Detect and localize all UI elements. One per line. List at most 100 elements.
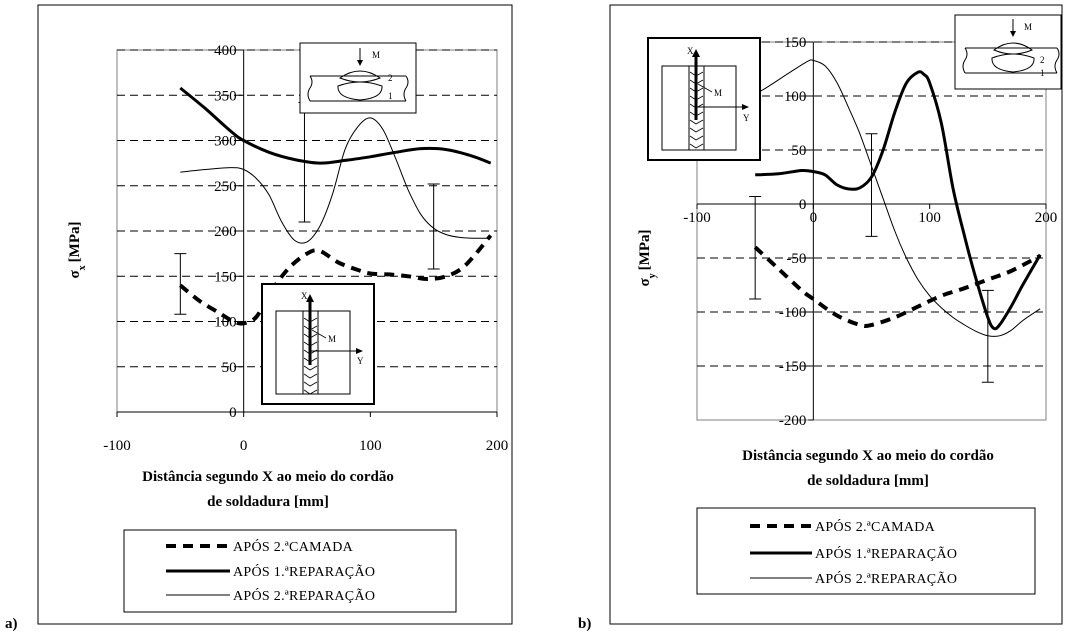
panel-b-y-label-sub: y [647, 273, 658, 278]
panel-a-y-tick-label: 350 [214, 88, 237, 104]
panel-a-error-bar [174, 253, 187, 315]
panel-a-y-tick-label: 150 [214, 269, 237, 285]
panel-a-x-label-line2: de soldadura [mm] [207, 494, 329, 510]
panel-b-inset-layer2-label: 2 [1040, 55, 1045, 65]
panel-b-x-tick-label: 0 [810, 210, 818, 226]
panel-b-legend: APÓS 2.ªCAMADA APÓS 1.ªREPARAÇÃO APÓS 2.… [696, 507, 1036, 595]
panel-a-y-tick-label: 400 [214, 43, 237, 59]
panel-b-series-3 [696, 59, 1041, 337]
panel-b-y-tick-label: -50 [786, 251, 806, 267]
panel-b-y-tick-label: 150 [784, 35, 807, 51]
panel-b-error-bars [749, 133, 994, 383]
panel-b-x-tick-label: -100 [683, 210, 711, 226]
panel-b-y-label-unit: [MPa] [637, 230, 653, 271]
panel-a-inset-bead-2 [338, 70, 382, 83]
panel-b-error-bar [981, 289, 994, 383]
panel-a-inset-bead-1 [337, 81, 383, 101]
panel-b-y-label-main: σ [637, 277, 653, 286]
panel-a-inset-plate-outline [275, 310, 351, 395]
panel-b-y-tick-label: -200 [779, 413, 807, 429]
panel-a-inset-layer2-label: 2 [388, 73, 393, 83]
panel-a-inset-layer1-label: 1 [388, 91, 393, 101]
panel-a-inset-point-label: M [328, 334, 336, 344]
panel-a-y-label-unit: [MPa] [67, 222, 83, 263]
panel-b-series-1 [753, 245, 1042, 329]
panel-b-x-tick-label: 200 [1035, 210, 1058, 226]
panel-a-legend: APÓS 2.ªCAMADA APÓS 1.ªREPARAÇÃO APÓS 2.… [123, 529, 457, 613]
panel-a-series [179, 86, 493, 326]
panel-b-y-tick-label: 0 [799, 197, 807, 213]
panel-a-error-bar [427, 183, 440, 270]
panel-a-inset-plate-view: X Y M [261, 283, 375, 405]
panel-b-error-bar [865, 133, 878, 237]
panel-b-inset-weld-section: M 2 1 [954, 14, 1062, 90]
panel-a-inset-y-arrowhead [356, 348, 363, 354]
panel-b-x-label-line1: Distância segundo X ao meio do cordão [742, 448, 994, 464]
panel-a-legend-label-rep1: APÓS 1.ªREPARAÇÃO [233, 563, 375, 580]
panel-b-series-2 [755, 70, 1042, 331]
panel-b-inset-bead-2 [992, 42, 1034, 55]
panel-a-series-3 [180, 117, 491, 244]
panel-b-inset-bead-1 [991, 53, 1035, 73]
panel-a-inset-moment-label: M [372, 50, 380, 60]
panel-a-inset-moment-arrowhead [357, 60, 363, 66]
panel-b-legend-label-rep2: APÓS 2.ªREPARAÇÃO [815, 570, 957, 587]
panel-a-y-tick-label: 200 [214, 224, 237, 240]
panel-b-y-tick-label: -150 [779, 359, 807, 375]
panel-b-legend-label-rep1: APÓS 1.ªREPARAÇÃO [815, 545, 957, 562]
panel-b-inset-y-label: Y [743, 113, 750, 123]
panel-a-inset-point-leader [311, 329, 327, 339]
panel-b-inset-plate [962, 47, 1060, 74]
panel-a-y-label-main: σ [67, 269, 83, 278]
panel-a-inset-x-label: X [301, 291, 308, 301]
panel-a-y-label-sub: x [77, 265, 88, 270]
panel-a-inset-plate [307, 75, 409, 102]
panel-a-y-tick-label: 250 [214, 179, 237, 195]
panel-a-series-2 [179, 86, 492, 165]
panel-b-inset-layer1-label: 1 [1040, 68, 1045, 78]
panel-a-x-tick-label: -100 [103, 438, 131, 454]
panel-b-inset-moment-label: M [1024, 22, 1032, 32]
panel-a-inset-weld-section: M 2 1 [299, 42, 417, 114]
panel-b-legend-label-camada: APÓS 2.ªCAMADA [815, 518, 936, 535]
panel-a-inset-weld-frame [299, 42, 417, 114]
panel-a-y-tick-label: 0 [229, 405, 237, 421]
panel-a-legend-label-camada: APÓS 2.ªCAMADA [233, 538, 354, 555]
panel-b-inset-x-label: X [687, 46, 694, 56]
panel-b-error-bar [749, 195, 762, 300]
panel-a: 0 50 100 150 200 250 300 350 400 -100 0 100 200 σx [… [5, 4, 513, 632]
panel-b-label: b) [578, 616, 591, 632]
panel-b-x-label-line2: de soldadura [mm] [807, 473, 929, 489]
panel-a-inset-y-label: Y [357, 356, 364, 366]
panel-b-x-tick-label: 100 [918, 210, 941, 226]
panel-a-x-tick-label: 100 [359, 438, 382, 454]
panel-b-y-label: σy [MPa] [637, 230, 658, 287]
panel-a-y-tick-label: 300 [214, 134, 237, 150]
panel-b-inset-plate-view: X Y M [647, 37, 761, 161]
panel-a-x-tick-label: 0 [240, 438, 248, 454]
panel-a-x-tick-label: 200 [486, 438, 509, 454]
panel-a-y-label: σx [MPa] [67, 222, 88, 279]
panel-a-axes [116, 49, 498, 417]
panel-b-y-tick-label: 50 [791, 143, 806, 159]
panel-a-series-1 [179, 234, 493, 326]
panel-b-y-tick-label: 100 [784, 89, 807, 105]
panel-b: -200 -150 -100 -50 0 50 100 150 -100 0 100 200 σy [… [578, 4, 1063, 632]
panel-b-series [696, 59, 1042, 337]
panel-b-inset-point-label: M [714, 88, 722, 98]
panel-b-inset-plate-outline [661, 65, 737, 151]
panel-a-inset-x-arrowhead [306, 294, 314, 302]
panel-a-y-tick-label: 50 [222, 360, 237, 376]
panel-b-inset-moment-arrowhead [1010, 31, 1016, 37]
panel-b-inset-y-arrowhead [742, 104, 749, 110]
panel-b-legend-box [696, 507, 1036, 595]
panel-b-y-tick-labels: -200 -150 -100 -50 0 50 100 150 [779, 35, 807, 429]
panel-b-inset-x-arrowhead [692, 49, 700, 57]
panel-b-y-tick-label: -100 [779, 305, 807, 321]
panel-b-inset-point-leader [697, 83, 713, 93]
panel-a-legend-label-rep2: APÓS 2.ªREPARAÇÃO [233, 587, 375, 604]
panel-a-label: a) [5, 616, 18, 632]
panel-b-x-tick-labels: -100 0 100 200 [683, 210, 1057, 226]
panel-b-inset-weld-frame [954, 14, 1062, 90]
